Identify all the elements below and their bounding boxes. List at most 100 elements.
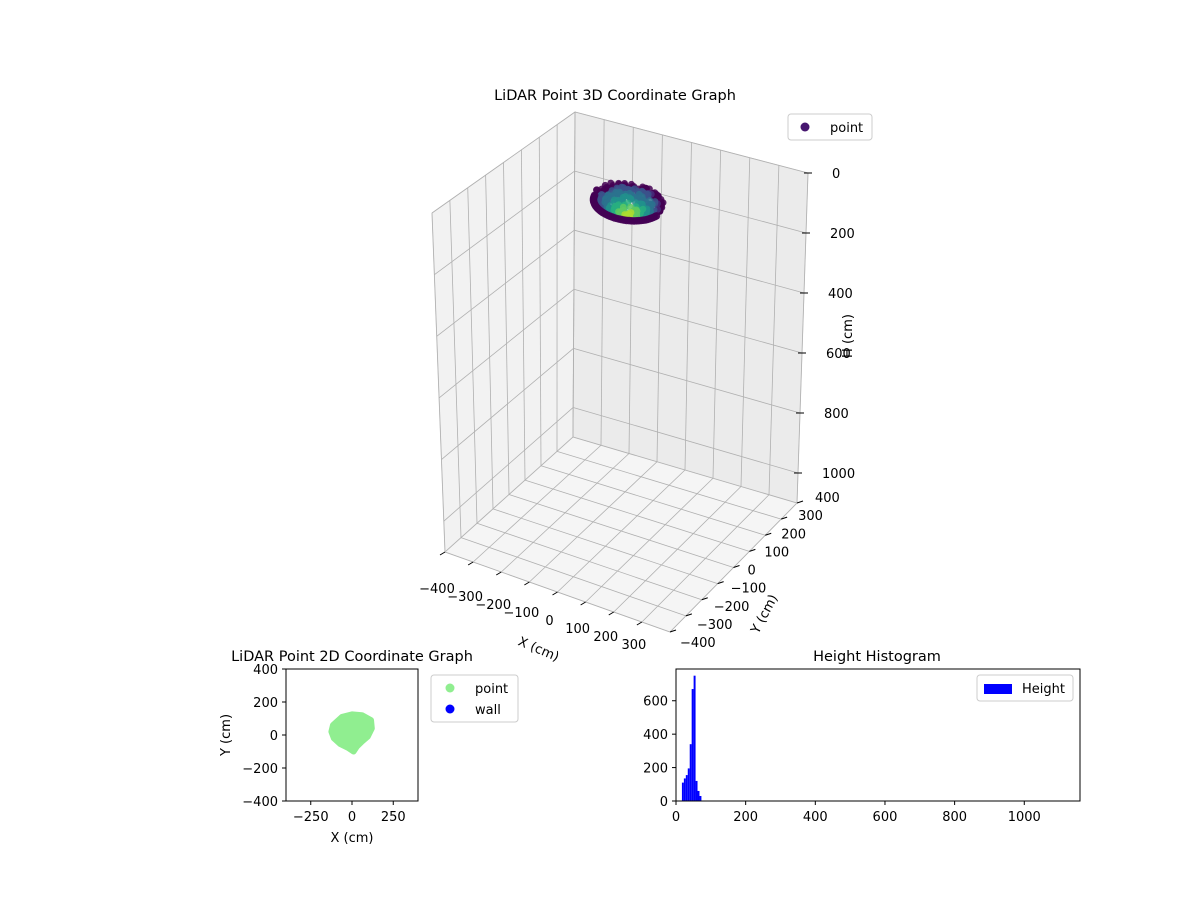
z-tick-label: 400 — [828, 287, 853, 302]
chart-2d: LiDAR Point 2D Coordinate Graph −250 0 250… — [219, 649, 519, 846]
series-point — [328, 711, 375, 755]
y-tick — [685, 613, 693, 617]
y-tick-label: 300 — [798, 509, 823, 524]
y-tick — [669, 629, 677, 633]
y-tick — [765, 532, 772, 536]
y-tick-label: −200 — [242, 762, 278, 777]
gridline-y-wall — [656, 134, 663, 462]
z-tick-label: 800 — [824, 407, 849, 422]
histogram-bars — [681, 675, 702, 801]
z-tick-label: 600 — [826, 347, 851, 362]
y-tick — [733, 565, 740, 568]
x-tick — [524, 581, 530, 586]
z-tick-label: 1000 — [822, 467, 855, 482]
gridline-y — [524, 479, 750, 552]
x-tick-label: −250 — [293, 810, 329, 825]
gridline-y-wall — [712, 150, 722, 479]
x-tick — [467, 561, 474, 566]
gridline-z — [438, 288, 575, 399]
chart-3d-legend: point — [787, 113, 873, 141]
y-tick-label: −200 — [714, 600, 750, 615]
x-tick-label: 0 — [348, 810, 356, 825]
chart-2d-legend: point wall — [430, 674, 519, 723]
gridline-y-wall — [600, 119, 605, 446]
legend-label-wall: wall — [475, 703, 501, 718]
legend-marker-wall — [445, 704, 455, 714]
gridline-y — [508, 494, 734, 568]
histogram-frame — [675, 668, 1081, 802]
gridline-x-wall — [485, 175, 494, 509]
y-tick-label: −400 — [242, 795, 278, 810]
x-tick-label: 0 — [545, 614, 553, 629]
chart-3d-x-label: X (cm) — [516, 634, 561, 665]
x-tick-label: 300 — [621, 638, 646, 653]
cloud-point — [590, 191, 599, 200]
gridline-z — [434, 170, 575, 275]
y-tick-label: 400 — [815, 491, 840, 506]
x-tick-label: 600 — [873, 810, 898, 825]
x-tick-label: −300 — [447, 590, 483, 605]
chart-2d-title: LiDAR Point 2D Coordinate Graph — [231, 649, 473, 665]
histogram-bar — [693, 675, 696, 801]
chart-histogram: Height Histogram 0 200 400 600 800 1000 0 200 40… — [643, 649, 1081, 825]
legend-label-point: point — [830, 121, 863, 136]
gridline-x — [585, 477, 714, 603]
chart-3d: LiDAR Point 3D Coordinate Graph −400−300… — [419, 88, 873, 665]
gridline-y-wall — [740, 157, 751, 487]
legend-marker-height — [984, 684, 1012, 694]
chart-3d-grid — [431, 111, 809, 633]
x-tick-label: −100 — [504, 606, 540, 621]
y-tick-label: 0 — [270, 729, 278, 744]
x-tick-label: 1000 — [1008, 810, 1041, 825]
gridline-x-wall — [520, 149, 526, 481]
gridline-x — [641, 494, 770, 623]
histogram-ticks: 0 200 400 600 800 1000 0 200 400 600 — [643, 695, 1041, 825]
gridline-z — [574, 111, 809, 174]
y-tick-label: 600 — [643, 695, 668, 710]
histogram-legend: Height — [976, 674, 1074, 702]
gridline-y-wall — [768, 165, 780, 495]
gridline-y-wall — [684, 142, 692, 471]
x-tick-label: −200 — [475, 598, 511, 613]
legend-marker-point — [445, 683, 455, 693]
gridline-x-wall — [431, 212, 446, 553]
y-tick — [780, 516, 788, 520]
x-tick-label: −400 — [419, 582, 455, 597]
gridline-z — [436, 229, 575, 337]
y-tick-label: −100 — [731, 582, 767, 597]
gridline-x-wall — [538, 137, 542, 466]
y-tick — [796, 500, 804, 504]
legend-marker-point — [800, 122, 810, 132]
histogram-bar — [681, 782, 684, 801]
x-tick-label: 200 — [593, 630, 618, 645]
gridline-y-wall — [796, 172, 809, 504]
x-tick-label: 800 — [942, 810, 967, 825]
gridline-x-wall — [572, 111, 576, 438]
histogram-bar — [687, 768, 690, 801]
chart-2d-series — [328, 711, 375, 755]
y-tick-label: −400 — [680, 636, 716, 651]
histogram-bar — [685, 775, 688, 801]
gridline-y — [572, 436, 798, 504]
histogram-bar — [691, 689, 694, 801]
gridline-x-wall — [503, 162, 510, 495]
x-tick — [552, 591, 558, 596]
x-tick-label: 200 — [733, 810, 758, 825]
x-tick-label: 0 — [672, 810, 680, 825]
chart-3d-z-label: H (cm) — [841, 314, 856, 358]
gridline-y — [556, 450, 782, 520]
y-tick-label: 400 — [253, 663, 278, 678]
y-tick-label: 200 — [253, 696, 278, 711]
chart-2d-ticks: −250 0 250 −400 −200 0 200 400 — [242, 663, 405, 825]
chart-3d-title: LiDAR Point 3D Coordinate Graph — [494, 88, 736, 104]
gridline-x-wall — [449, 200, 462, 538]
gridline-z — [573, 347, 801, 414]
gridline-z — [573, 407, 799, 474]
y-tick-label: 0 — [660, 795, 668, 810]
y-tick — [749, 548, 756, 552]
y-tick-label: 0 — [748, 564, 756, 579]
gridline-z — [574, 229, 805, 294]
x-tick-label: 400 — [803, 810, 828, 825]
